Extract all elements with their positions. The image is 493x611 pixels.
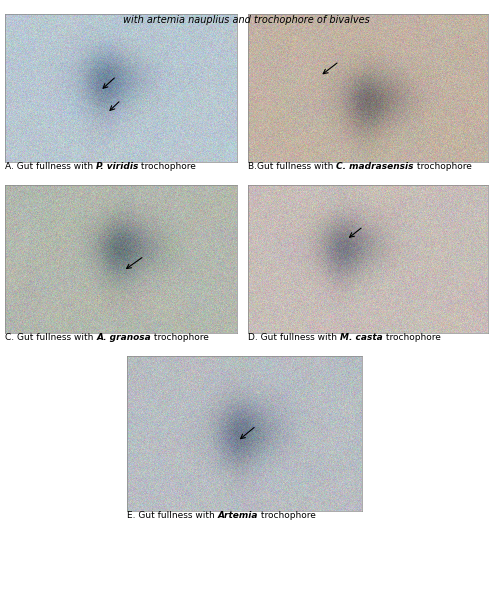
Text: trochophore: trochophore [139,162,196,171]
Text: M. casta: M. casta [340,333,383,342]
Text: trochophore: trochophore [258,511,316,520]
Text: A. Gut fullness with: A. Gut fullness with [5,162,96,171]
Text: Artemia: Artemia [217,511,258,520]
Text: P. viridis: P. viridis [96,162,139,171]
Text: E. Gut fullness with: E. Gut fullness with [127,511,217,520]
Text: C. Gut fullness with: C. Gut fullness with [5,333,96,342]
Text: A. granosa: A. granosa [96,333,151,342]
Text: trochophore: trochophore [414,162,472,171]
Text: C. madrasensis: C. madrasensis [336,162,414,171]
Text: trochophore: trochophore [383,333,441,342]
Text: B.Gut fullness with: B.Gut fullness with [248,162,336,171]
Text: trochophore: trochophore [151,333,209,342]
Text: D. Gut fullness with: D. Gut fullness with [248,333,340,342]
Text: with artemia nauplius and trochophore of bivalves: with artemia nauplius and trochophore of… [123,15,370,24]
